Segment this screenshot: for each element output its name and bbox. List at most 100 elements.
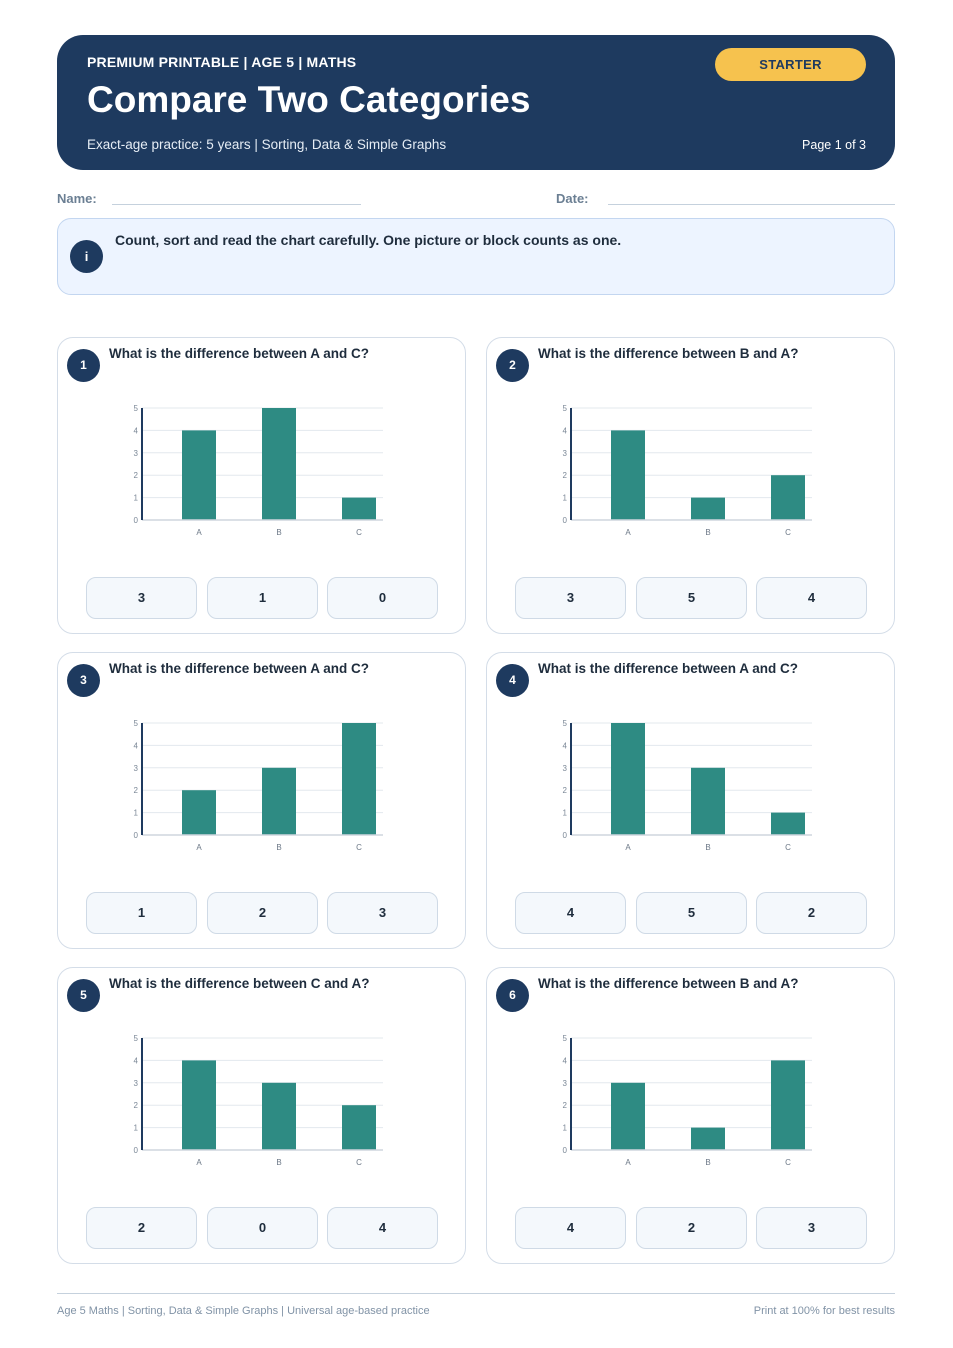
- y-tick-label: 0: [134, 831, 139, 840]
- bar-a: [611, 723, 645, 835]
- bar-c: [342, 1105, 376, 1150]
- bar-chart: 0 1 2 3 4 5 A B C: [134, 404, 383, 537]
- question-text: What is the difference between C and A?: [109, 976, 370, 991]
- y-tick-label: 3: [563, 764, 568, 773]
- question-text: What is the difference between B and A?: [538, 976, 799, 991]
- answer-option[interactable]: 2: [636, 1207, 747, 1249]
- question-card: 5 What is the difference between C and A?…: [57, 967, 466, 1264]
- y-tick-label: 5: [563, 719, 568, 728]
- answer-option[interactable]: 4: [515, 1207, 626, 1249]
- x-category-label: B: [276, 1158, 281, 1167]
- level-badge: STARTER: [715, 48, 866, 81]
- answer-option[interactable]: 5: [636, 577, 747, 619]
- y-tick-label: 5: [134, 719, 139, 728]
- answer-option[interactable]: 5: [636, 892, 747, 934]
- bar-a: [611, 430, 645, 520]
- question-card: 4 What is the difference between A and C?…: [486, 652, 895, 949]
- bar-chart: 0 1 2 3 4 5 A B C: [563, 404, 812, 537]
- answer-option[interactable]: 3: [756, 1207, 867, 1249]
- y-tick-label: 4: [563, 741, 568, 750]
- y-tick-label: 5: [563, 1034, 568, 1043]
- bar-c: [771, 475, 805, 520]
- date-label: Date:: [556, 191, 589, 206]
- date-line[interactable]: [608, 204, 895, 205]
- answer-option[interactable]: 3: [515, 577, 626, 619]
- y-tick-label: 1: [563, 494, 568, 503]
- bar-c: [771, 1060, 805, 1150]
- question-text: What is the difference between A and C?: [109, 346, 370, 361]
- x-category-label: A: [625, 528, 631, 537]
- answer-option[interactable]: 3: [327, 892, 438, 934]
- y-tick-label: 3: [563, 1079, 568, 1088]
- x-category-label: A: [196, 528, 202, 537]
- answer-option[interactable]: 2: [86, 1207, 197, 1249]
- y-tick-label: 3: [134, 449, 139, 458]
- name-label: Name:: [57, 191, 97, 206]
- info-icon: i: [70, 240, 103, 273]
- footer-divider: [57, 1293, 895, 1294]
- bar-b: [262, 767, 296, 835]
- bar-b: [691, 1127, 725, 1150]
- header-kicker: PREMIUM PRINTABLE | AGE 5 | MATHS: [87, 54, 357, 70]
- bar-a: [611, 1082, 645, 1150]
- question-number: 3: [67, 664, 100, 697]
- y-tick-label: 0: [563, 831, 568, 840]
- answer-option[interactable]: 1: [207, 577, 318, 619]
- name-line[interactable]: [112, 204, 361, 205]
- instructions-text: Count, sort and read the chart carefully…: [115, 232, 622, 248]
- answer-option[interactable]: 0: [327, 577, 438, 619]
- question-card: 3 What is the difference between A and C?…: [57, 652, 466, 949]
- y-tick-label: 1: [563, 809, 568, 818]
- y-tick-label: 3: [134, 1079, 139, 1088]
- answer-option[interactable]: 0: [207, 1207, 318, 1249]
- bar-c: [342, 723, 376, 835]
- y-tick-label: 1: [563, 1124, 568, 1133]
- answer-option[interactable]: 4: [327, 1207, 438, 1249]
- x-category-label: B: [276, 843, 281, 852]
- y-tick-label: 2: [563, 471, 568, 480]
- answer-option[interactable]: 4: [515, 892, 626, 934]
- x-category-label: B: [705, 843, 710, 852]
- y-tick-label: 2: [134, 1101, 139, 1110]
- y-tick-label: 5: [563, 404, 568, 413]
- x-category-label: C: [785, 843, 791, 852]
- x-category-label: A: [196, 1158, 202, 1167]
- y-tick-label: 4: [134, 741, 139, 750]
- question-number: 1: [67, 349, 100, 382]
- y-tick-label: 5: [134, 404, 139, 413]
- answer-option[interactable]: 4: [756, 577, 867, 619]
- y-tick-label: 5: [134, 1034, 139, 1043]
- x-category-label: A: [196, 843, 202, 852]
- bar-b: [691, 767, 725, 835]
- instructions-box: i Count, sort and read the chart careful…: [57, 218, 895, 295]
- answer-option[interactable]: 1: [86, 892, 197, 934]
- x-category-label: B: [276, 528, 281, 537]
- y-tick-label: 2: [134, 471, 139, 480]
- bar-c: [342, 497, 376, 520]
- bar-b: [691, 497, 725, 520]
- x-category-label: C: [785, 1158, 791, 1167]
- answer-option[interactable]: 2: [207, 892, 318, 934]
- answer-option[interactable]: 3: [86, 577, 197, 619]
- answer-option[interactable]: 2: [756, 892, 867, 934]
- y-tick-label: 1: [134, 1124, 139, 1133]
- bar-b: [262, 1082, 296, 1150]
- footer-left-text: Age 5 Maths | Sorting, Data & Simple Gra…: [57, 1305, 430, 1317]
- question-number: 6: [496, 979, 529, 1012]
- y-tick-label: 4: [134, 1056, 139, 1065]
- question-number: 5: [67, 979, 100, 1012]
- y-tick-label: 3: [134, 764, 139, 773]
- bar-a: [182, 430, 216, 520]
- page-title: Compare Two Categories: [87, 79, 531, 120]
- y-tick-label: 1: [134, 809, 139, 818]
- bar-c: [771, 812, 805, 835]
- y-tick-label: 1: [134, 494, 139, 503]
- question-card: 2 What is the difference between B and A?…: [486, 337, 895, 634]
- x-category-label: C: [785, 528, 791, 537]
- x-category-label: A: [625, 1158, 631, 1167]
- y-tick-label: 0: [563, 516, 568, 525]
- y-tick-label: 4: [563, 426, 568, 435]
- y-tick-label: 3: [563, 449, 568, 458]
- x-category-label: C: [356, 528, 362, 537]
- question-text: What is the difference between B and A?: [538, 346, 799, 361]
